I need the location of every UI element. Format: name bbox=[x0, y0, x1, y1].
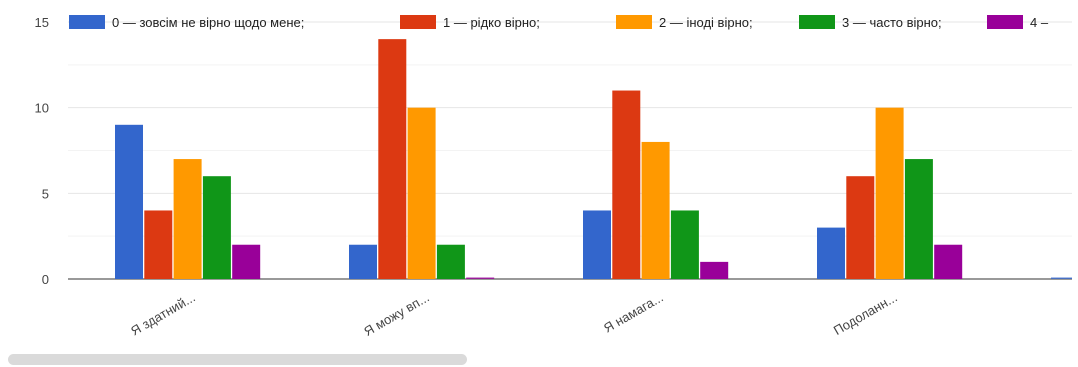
bar[interactable] bbox=[583, 210, 611, 279]
bar[interactable] bbox=[232, 244, 261, 279]
x-category-label: Я здатний... bbox=[128, 290, 198, 339]
bar[interactable] bbox=[670, 210, 699, 279]
legend-label: 1 — рідко вірно; bbox=[443, 15, 540, 30]
bar[interactable] bbox=[378, 39, 407, 280]
bar[interactable] bbox=[875, 107, 904, 280]
x-category-label: Подоланн... bbox=[831, 290, 900, 338]
bar-zero[interactable] bbox=[466, 277, 495, 280]
legend-swatch bbox=[799, 15, 835, 29]
y-tick-label: 10 bbox=[35, 101, 49, 116]
bar-zero[interactable] bbox=[1051, 277, 1072, 280]
legend-swatch bbox=[69, 15, 105, 29]
bar[interactable] bbox=[407, 107, 436, 280]
x-category-label: Я можу вп... bbox=[361, 290, 432, 339]
bar[interactable] bbox=[144, 210, 173, 279]
bar[interactable] bbox=[173, 159, 202, 279]
y-axis-ticks: 0 5 10 15 bbox=[35, 15, 49, 287]
horizontal-scrollbar[interactable] bbox=[8, 354, 467, 365]
bar[interactable] bbox=[700, 261, 729, 279]
legend-label: 4 – bbox=[1030, 15, 1049, 30]
legend-label: 2 — іноді вірно; bbox=[659, 15, 753, 30]
bar[interactable] bbox=[202, 176, 231, 279]
legend-swatch bbox=[400, 15, 436, 29]
legend-label: 0 — зовсім не вірно щодо мене; bbox=[112, 15, 304, 30]
bar[interactable] bbox=[846, 176, 875, 279]
legend[interactable]: 0 — зовсім не вірно щодо мене; 1 — рідко … bbox=[69, 15, 1049, 30]
bars bbox=[115, 39, 1072, 280]
y-tick-label: 15 bbox=[35, 15, 49, 30]
legend-label: 3 — часто вірно; bbox=[842, 15, 942, 30]
x-category-label: Я намага... bbox=[601, 290, 666, 336]
legend-swatch bbox=[616, 15, 652, 29]
legend-swatch bbox=[987, 15, 1023, 29]
bar[interactable] bbox=[115, 124, 143, 279]
bar[interactable] bbox=[641, 141, 670, 279]
bar[interactable] bbox=[934, 244, 963, 279]
bar[interactable] bbox=[904, 159, 933, 279]
bar[interactable] bbox=[612, 90, 641, 280]
y-tick-label: 5 bbox=[42, 186, 49, 201]
x-axis-labels: Я здатний... Я можу вп... Я намага... Подол… bbox=[128, 290, 900, 339]
y-tick-label: 0 bbox=[42, 272, 49, 287]
bar[interactable] bbox=[436, 244, 465, 279]
bar[interactable] bbox=[349, 244, 377, 279]
bar[interactable] bbox=[817, 227, 845, 279]
